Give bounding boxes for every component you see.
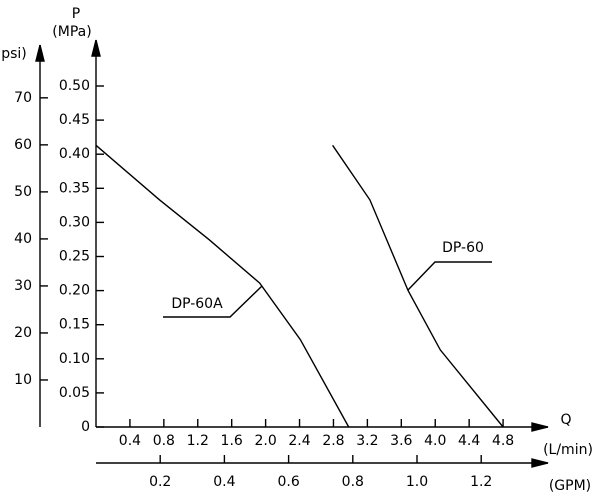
x-tick-label: 4.4 — [458, 433, 480, 449]
y-tick-label: 0.40 — [59, 146, 90, 162]
y-tick-label: 0.05 — [59, 385, 90, 401]
y-tick-label: 0.35 — [59, 180, 90, 196]
x-label: Q — [560, 412, 571, 428]
x-arrow — [531, 422, 549, 432]
series-label: DP-60 — [442, 240, 484, 256]
y2-tick-label: 30 — [14, 278, 32, 294]
y-tick-label: 0.10 — [59, 351, 90, 367]
x-tick-label: 1.6 — [221, 433, 243, 449]
leader — [407, 261, 492, 291]
y-unit: (MPa) — [52, 24, 91, 40]
x-tick-label: 3.6 — [390, 433, 412, 449]
y-arrow — [91, 39, 101, 57]
y2-tick-label: 20 — [14, 325, 32, 341]
y2-tick-label: 50 — [14, 184, 32, 200]
series-line — [332, 144, 504, 428]
x2-tick-label: 1.0 — [406, 474, 428, 490]
x-tick-label: 2.4 — [288, 433, 310, 449]
y2-tick-label: 10 — [14, 372, 32, 388]
x2-tick-label: 0.4 — [213, 474, 235, 490]
y-tick-label: 0.50 — [59, 78, 90, 94]
x2-tick-label: 0.8 — [342, 474, 364, 490]
x-tick-label: 0.4 — [119, 433, 141, 449]
x-tick-label: 4.0 — [424, 433, 446, 449]
y2-arrow — [35, 44, 45, 62]
y2-tick-label: 60 — [14, 137, 32, 153]
x-tick-label: 2.0 — [254, 433, 276, 449]
series-line — [95, 144, 350, 428]
y-tick-label: 0.30 — [59, 214, 90, 230]
x-unit: (L/min) — [543, 442, 593, 458]
x-tick-label: 3.2 — [356, 433, 378, 449]
y-tick-label: 0.15 — [59, 317, 90, 333]
series-label: DP-60A — [171, 296, 223, 312]
x-tick-label: 2.8 — [322, 433, 344, 449]
x2-tick-label: 0.2 — [149, 474, 171, 490]
leader — [163, 285, 263, 318]
x2-label: (GPM) — [549, 478, 591, 494]
x2-tick-label: 1.2 — [470, 474, 492, 490]
x-tick-label: 4.8 — [492, 433, 514, 449]
y2-tick-label: 40 — [14, 231, 32, 247]
x2-tick-label: 0.6 — [277, 474, 299, 490]
y-tick-label: 0.45 — [59, 112, 90, 128]
y2-label: psi) — [1, 46, 27, 62]
y-tick-label: 0.20 — [59, 283, 90, 299]
x-tick-label: 1.2 — [187, 433, 209, 449]
x2-arrow — [531, 458, 549, 468]
y-label: P — [72, 6, 80, 22]
x-tick-label: 0.8 — [153, 433, 175, 449]
y-tick-label: 0 — [81, 419, 90, 435]
y-tick-label: 0.25 — [59, 249, 90, 265]
y2-tick-label: 70 — [14, 90, 32, 106]
